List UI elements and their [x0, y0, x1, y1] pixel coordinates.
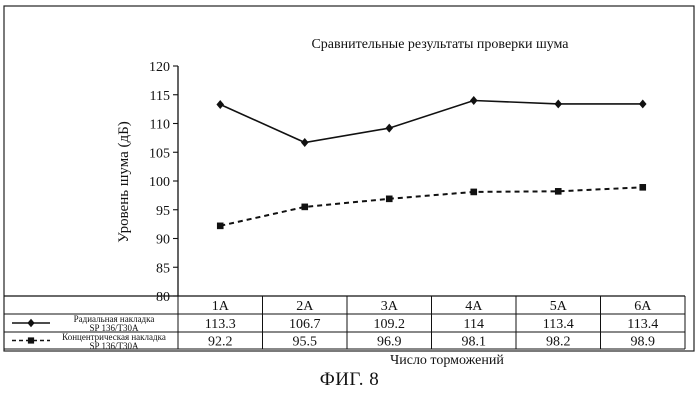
chart-title: Сравнительные результаты проверки шума: [311, 37, 569, 52]
y-tick-label: 100: [149, 175, 170, 190]
x-category-label: 3A: [381, 299, 399, 314]
data-point: [470, 188, 478, 196]
legend-series-name: Концентрическая накладка: [62, 332, 166, 342]
y-tick-label: 120: [149, 60, 170, 75]
table-value-cell: 98.9: [631, 335, 656, 350]
y-tick-label: 90: [156, 233, 170, 248]
legend-series-name: Радиальная накладка: [74, 314, 155, 324]
legend-key-marker: [27, 318, 35, 328]
table-value-cell: 98.2: [546, 335, 571, 350]
table-value-cell: 114: [464, 317, 484, 332]
legend-key-marker: [27, 337, 35, 344]
table-value-cell: 113.4: [543, 317, 574, 332]
data-point: [300, 138, 309, 147]
table-value-cell: 96.9: [377, 335, 402, 350]
table-value-cell: 98.1: [462, 335, 487, 350]
series-lines: [216, 96, 647, 230]
table-value-cell: 95.5: [293, 335, 318, 350]
data-point: [385, 195, 393, 203]
data-point: [469, 96, 478, 105]
y-tick-label: 115: [150, 89, 170, 104]
series-line: [220, 186, 643, 227]
legend-series-name: SP 136/T30A: [90, 341, 139, 351]
x-category-label: 1A: [212, 299, 230, 314]
figure-caption: ФИГ. 8: [319, 369, 380, 390]
data-point: [385, 123, 394, 133]
table-value-cell: 92.2: [208, 335, 233, 350]
x-axis-label: Число торможений: [390, 353, 504, 368]
table-value-cell: 106.7: [289, 317, 321, 332]
data-point: [216, 222, 224, 230]
table-value-cell: 113.3: [205, 317, 236, 332]
table-value-cell: 109.2: [374, 317, 406, 332]
data-point: [554, 99, 563, 109]
legend-series-name: SP 136/T30A: [90, 323, 139, 333]
table-value-cell: 113.4: [627, 317, 658, 332]
data-point: [301, 203, 309, 211]
y-tick-label: 80: [156, 290, 170, 305]
x-category-label: 4A: [465, 299, 483, 314]
data-point: [639, 184, 647, 191]
y-axis: 80 85 90 95 100 105 110 115 120: [149, 60, 179, 305]
y-axis-label: Уровень шума (дБ): [116, 121, 132, 242]
series-line: [219, 99, 643, 144]
y-tick-label: 110: [150, 118, 170, 133]
data-point: [216, 100, 225, 109]
y-tick-label: 85: [156, 261, 170, 276]
outer-border: [3, 5, 695, 352]
y-tick-label: 105: [149, 146, 170, 161]
x-category-label: 6A: [634, 299, 652, 314]
y-tick-label: 95: [156, 204, 170, 219]
data-point: [638, 99, 647, 109]
chart-frame: [3, 5, 695, 352]
data-point: [554, 188, 562, 195]
x-category-label: 2A: [296, 299, 314, 314]
x-category-label: 5A: [550, 299, 568, 314]
